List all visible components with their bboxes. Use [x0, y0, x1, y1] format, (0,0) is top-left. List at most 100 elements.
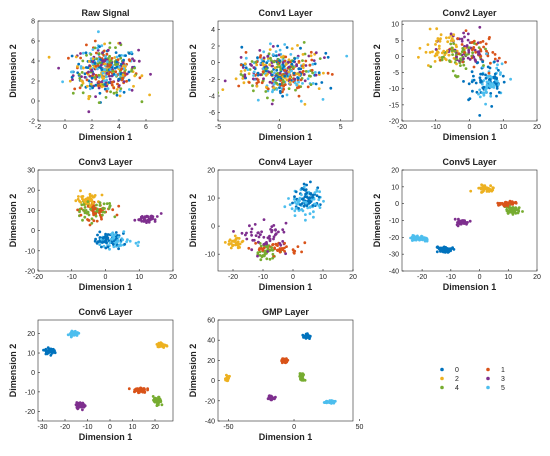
subplot-5: Conv5 Layer -20 -10 0 10 20 -40 -30 -20 -10 0 10 20 D…: [372, 157, 541, 292]
point-class-5: [418, 236, 421, 240]
y-tick-label: -10: [25, 389, 35, 396]
y-axis-label: Dimension 2: [8, 44, 18, 98]
y-axis-label: Dimension 2: [188, 344, 198, 398]
point-class-5: [252, 74, 255, 77]
point-class-4: [90, 221, 94, 225]
y-tick-label: 10: [27, 351, 35, 358]
point-class-1: [283, 69, 287, 72]
point-class-1: [502, 202, 506, 206]
point-class-3: [250, 227, 254, 231]
point-class-0: [98, 240, 102, 243]
point-class-2: [455, 45, 458, 49]
point-class-1: [497, 203, 500, 207]
point-class-3: [107, 74, 111, 78]
point-class-5: [271, 90, 274, 94]
point-class-4: [94, 214, 98, 218]
point-class-4: [119, 56, 123, 60]
point-class-3: [91, 60, 95, 64]
point-class-4: [98, 61, 102, 65]
point-class-1: [79, 213, 83, 217]
point-class-4: [461, 48, 465, 52]
point-class-4: [239, 73, 243, 76]
point-class-3: [277, 53, 281, 57]
point-class-1: [306, 85, 310, 89]
scatter-points: [417, 25, 512, 117]
point-class-2: [87, 95, 91, 98]
point-class-4: [108, 205, 112, 209]
x-tick-label: -10: [67, 274, 77, 281]
point-class-3: [449, 32, 453, 36]
point-class-2: [76, 65, 79, 68]
point-class-0: [100, 68, 104, 71]
point-class-5: [96, 59, 100, 63]
point-class-5: [318, 206, 322, 210]
point-class-1: [94, 73, 98, 77]
point-class-5: [295, 202, 299, 206]
point-class-5: [300, 193, 303, 197]
point-class-0: [486, 65, 490, 69]
point-class-0: [472, 74, 475, 78]
point-class-0: [127, 52, 131, 55]
y-tick-label: -20: [389, 119, 399, 126]
point-class-4: [140, 100, 144, 104]
point-class-3: [268, 237, 272, 241]
point-class-5: [311, 62, 315, 66]
point-class-3: [243, 75, 247, 79]
point-class-0: [495, 94, 498, 98]
point-class-0: [326, 55, 330, 59]
point-class-0: [502, 80, 506, 84]
point-class-1: [297, 94, 301, 98]
point-class-0: [104, 246, 108, 250]
point-class-4: [459, 64, 462, 67]
point-class-1: [91, 205, 95, 209]
x-tick-label: -30: [37, 424, 47, 431]
point-class-0: [474, 81, 478, 85]
point-class-4: [108, 46, 112, 49]
x-tick-label: 20: [169, 274, 177, 281]
point-class-4: [311, 71, 314, 75]
plot-frame: [37, 169, 174, 272]
point-class-2: [446, 40, 450, 44]
legend-label-3: 3: [501, 376, 505, 383]
point-class-1: [470, 48, 474, 52]
point-class-5: [325, 399, 329, 403]
point-class-5: [290, 207, 294, 211]
point-class-2: [236, 236, 239, 240]
point-class-3: [159, 212, 163, 215]
point-class-5: [106, 87, 110, 91]
point-class-1: [76, 208, 79, 212]
point-class-0: [470, 70, 474, 74]
point-class-3: [106, 48, 110, 52]
point-class-2: [479, 187, 483, 191]
point-class-5: [495, 80, 499, 84]
point-class-2: [434, 52, 438, 56]
point-class-0: [305, 191, 309, 195]
point-class-1: [282, 84, 285, 88]
point-class-0: [307, 197, 310, 201]
point-class-1: [497, 56, 501, 60]
point-class-1: [112, 86, 116, 90]
point-class-5: [492, 83, 496, 87]
point-class-3: [249, 230, 253, 234]
point-class-4: [277, 77, 281, 81]
point-class-0: [270, 73, 274, 77]
point-class-4: [272, 60, 275, 64]
point-class-3: [259, 73, 263, 77]
point-class-5: [293, 81, 297, 85]
point-class-0: [324, 51, 328, 55]
point-class-4: [93, 46, 97, 50]
point-class-5: [297, 198, 300, 202]
point-class-2: [225, 373, 228, 377]
y-tick-label: 40: [207, 338, 215, 345]
y-tick-label: -10: [205, 252, 215, 259]
point-class-2: [140, 74, 144, 78]
point-class-2: [226, 377, 229, 381]
point-class-4: [85, 211, 88, 215]
point-class-5: [278, 48, 282, 52]
y-axis-label: Dimension 2: [188, 194, 198, 248]
point-class-5: [292, 197, 296, 201]
point-class-1: [137, 389, 141, 393]
point-class-3: [463, 35, 466, 39]
legend-label-5: 5: [501, 385, 505, 392]
